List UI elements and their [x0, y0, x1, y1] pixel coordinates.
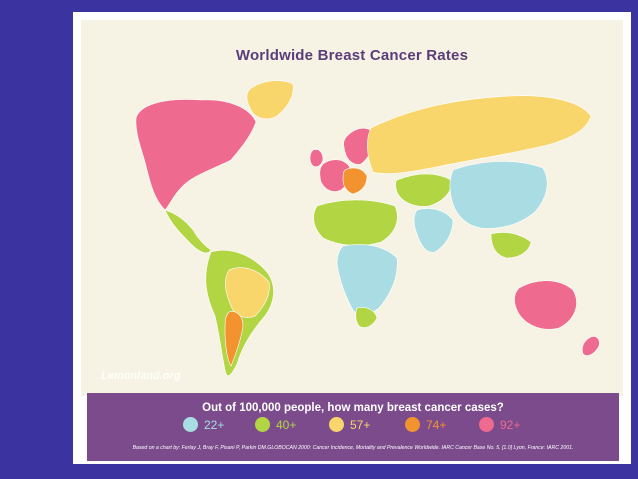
legend-dot-74 [405, 417, 420, 432]
citation-text: Based on a chart by: Ferlay J, Bray F, P… [132, 445, 574, 451]
watermark: Lemonland.org [101, 370, 181, 382]
region-western-europe [319, 159, 351, 192]
region-uk [309, 149, 324, 168]
region-north-africa [313, 199, 398, 246]
legend-panel: Out of 100,000 people, how many breast c… [87, 393, 619, 461]
legend-item-74: 74+ [405, 417, 446, 432]
legend-dot-57 [329, 417, 344, 432]
region-mexico-central-america [164, 209, 212, 254]
region-southern-africa [355, 307, 378, 328]
legend-label-40: 40+ [276, 417, 297, 432]
region-scandinavia [343, 127, 376, 165]
region-argentina [224, 311, 244, 367]
region-southeast-asia [490, 232, 532, 259]
region-central-europe [342, 167, 368, 195]
world-map [135, 80, 600, 376]
region-greenland [246, 80, 294, 120]
right-border [632, 0, 638, 479]
legend-label-74: 74+ [426, 417, 447, 432]
region-south-asia [413, 208, 454, 253]
region-north-america [135, 99, 257, 211]
region-australia [514, 280, 577, 330]
map-title: Worldwide Breast Cancer Rates [235, 47, 469, 64]
region-russia [367, 95, 592, 174]
region-sub-saharan-africa [336, 244, 398, 316]
legend-question: Out of 100,000 people, how many breast c… [202, 402, 504, 414]
region-new-zealand [581, 336, 600, 356]
legend-dot-92 [479, 417, 494, 432]
legend-item-57: 57+ [329, 417, 370, 432]
legend-dot-40 [255, 417, 270, 432]
legend-label-22: 22+ [204, 417, 225, 432]
infographic-card: Worldwide Breast Cancer Rates Lemonland.… [73, 12, 631, 464]
legend-label-57: 57+ [350, 417, 371, 432]
legend-item-40: 40+ [255, 417, 296, 432]
legend-label-92: 92+ [500, 417, 521, 432]
legend-item-92: 92+ [479, 417, 520, 432]
region-brazil [225, 267, 270, 318]
legend-dot-22 [183, 417, 198, 432]
region-central-asia [395, 173, 452, 207]
legend-item-22: 22+ [183, 417, 224, 432]
region-east-asia [449, 161, 548, 229]
